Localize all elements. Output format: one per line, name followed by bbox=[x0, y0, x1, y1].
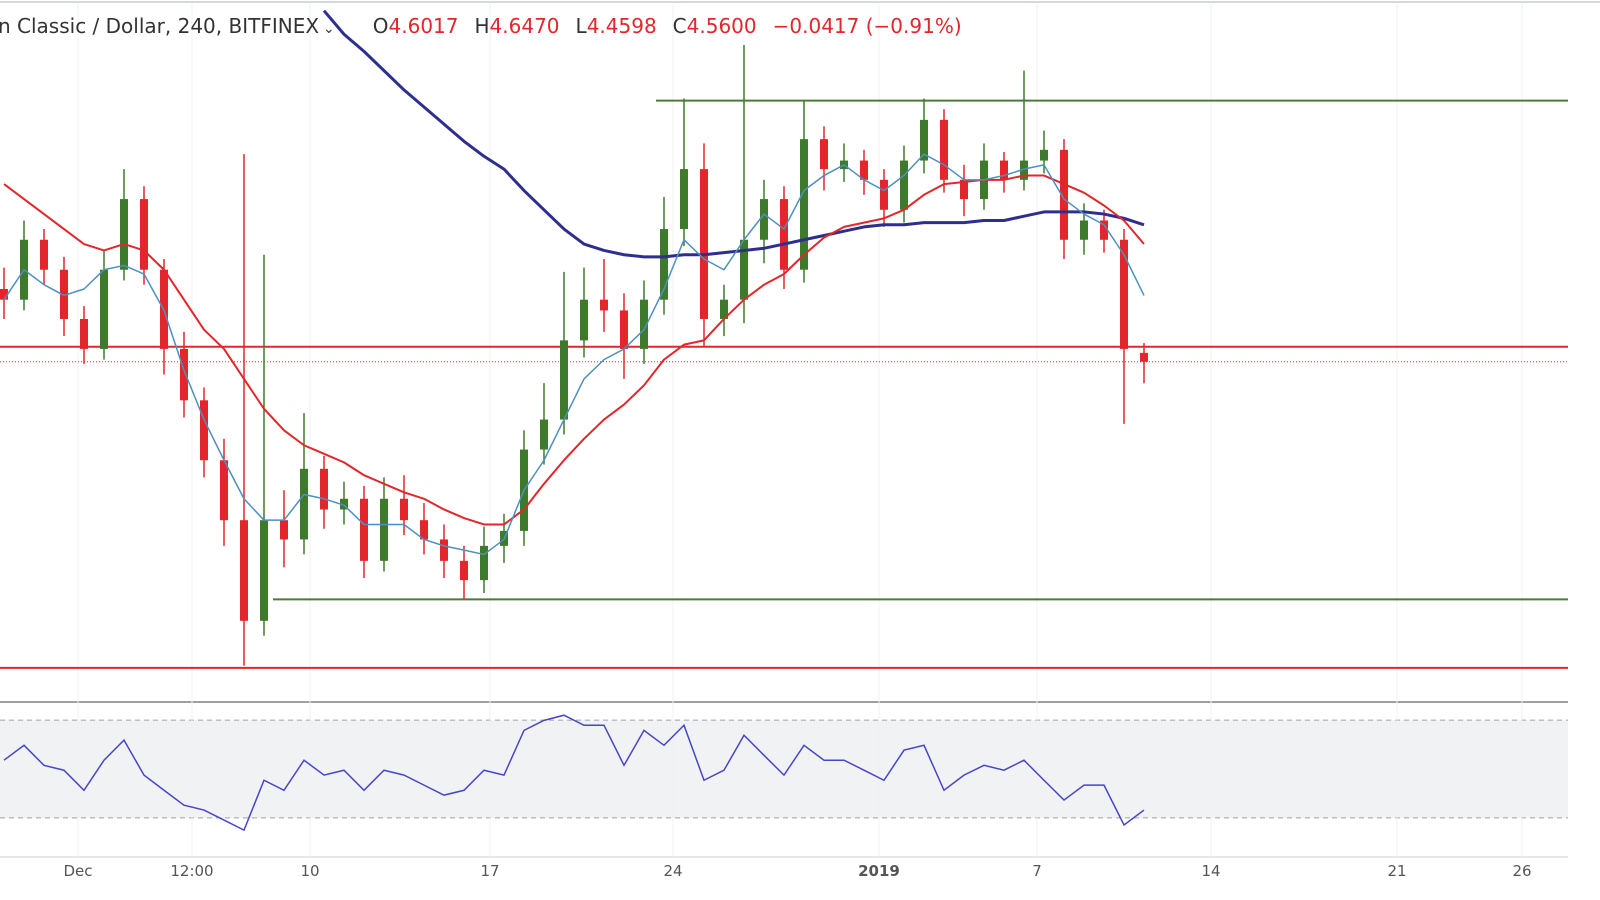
candle-body bbox=[880, 179, 888, 210]
legend-header: n Classic / Dollar, 240, BITFINEX ⌄ O 4.6… bbox=[0, 14, 962, 38]
candle-body bbox=[1000, 160, 1008, 180]
rsi-line bbox=[3, 714, 1145, 832]
candle-body bbox=[60, 269, 68, 319]
candle-body bbox=[240, 520, 248, 621]
candle-body bbox=[0, 288, 8, 300]
candle-body bbox=[420, 520, 428, 540]
moving-average bbox=[3, 153, 1145, 556]
candle-body bbox=[340, 498, 348, 510]
candle-body bbox=[280, 520, 288, 540]
candle-body bbox=[1040, 149, 1048, 161]
candle-body bbox=[100, 269, 108, 349]
candle-body bbox=[760, 199, 768, 240]
candle-body bbox=[900, 160, 908, 210]
candle-body bbox=[560, 340, 568, 420]
candle-body bbox=[200, 400, 208, 461]
candle-body bbox=[1080, 220, 1088, 240]
candle-body bbox=[300, 468, 308, 540]
x-tick-label: 2019 bbox=[858, 862, 900, 880]
x-tick-label: 14 bbox=[1201, 862, 1220, 880]
candle-body bbox=[940, 119, 948, 180]
candle-body bbox=[640, 299, 648, 349]
candle-body bbox=[660, 229, 668, 300]
candle-body bbox=[720, 299, 728, 319]
candle-body bbox=[780, 199, 788, 270]
symbol-title: n Classic / Dollar, 240, BITFINEX bbox=[0, 14, 320, 38]
x-tick-label: Dec bbox=[63, 862, 92, 880]
candle-body bbox=[260, 520, 268, 621]
candle-body bbox=[1140, 352, 1148, 362]
ohlc-value: 4.6470 bbox=[489, 14, 560, 38]
ohlc-label: O bbox=[372, 14, 389, 38]
x-tick-label: 17 bbox=[480, 862, 499, 880]
price-change: −0.0417 (−0.91%) bbox=[772, 14, 962, 38]
candle-body bbox=[960, 179, 968, 200]
candle-body bbox=[680, 169, 688, 230]
x-tick-label: 12:00 bbox=[170, 862, 213, 880]
moving-average bbox=[3, 174, 1145, 526]
candle-body bbox=[440, 539, 448, 561]
x-tick-label: 24 bbox=[663, 862, 682, 880]
candle-body bbox=[400, 498, 408, 521]
candle-body bbox=[1060, 149, 1068, 240]
candle-body bbox=[180, 348, 188, 401]
ohlc-label: H bbox=[474, 14, 490, 38]
symbol-menu[interactable]: ⌄ bbox=[323, 21, 335, 37]
candle-body bbox=[1020, 160, 1028, 180]
candle-body bbox=[80, 318, 88, 349]
x-tick-label: 26 bbox=[1512, 862, 1531, 880]
candle-body bbox=[700, 169, 708, 319]
ohlc-value: 4.6017 bbox=[388, 14, 459, 38]
candle-body bbox=[320, 468, 328, 510]
moving-average bbox=[322, 9, 1145, 259]
ohlc-value: 4.4598 bbox=[586, 14, 657, 38]
x-tick-label: 7 bbox=[1032, 862, 1042, 880]
x-tick-label: 21 bbox=[1387, 862, 1406, 880]
candle-body bbox=[120, 199, 128, 270]
candle-body bbox=[820, 139, 828, 170]
candle-body bbox=[860, 160, 868, 180]
candle-body bbox=[380, 498, 388, 561]
x-tick-label: 10 bbox=[300, 862, 319, 880]
candle-body bbox=[540, 419, 548, 450]
candle-body bbox=[1120, 239, 1128, 349]
candle-body bbox=[740, 239, 748, 300]
candle-body bbox=[480, 545, 488, 581]
candle-body bbox=[360, 498, 368, 561]
candle-body bbox=[620, 310, 628, 349]
candle-body bbox=[1100, 220, 1108, 240]
rsi-band bbox=[0, 720, 1568, 818]
ohlc-label: L bbox=[575, 14, 587, 38]
ohlc-label: C bbox=[672, 14, 687, 38]
candle-body bbox=[220, 460, 228, 521]
candle-body bbox=[600, 299, 608, 311]
candle-body bbox=[40, 239, 48, 270]
candle-body bbox=[580, 299, 588, 341]
candle-body bbox=[920, 119, 928, 161]
candle-body bbox=[460, 560, 468, 581]
ohlc-value: 4.5600 bbox=[686, 14, 757, 38]
candle-body bbox=[140, 199, 148, 270]
candle-body bbox=[800, 139, 808, 270]
